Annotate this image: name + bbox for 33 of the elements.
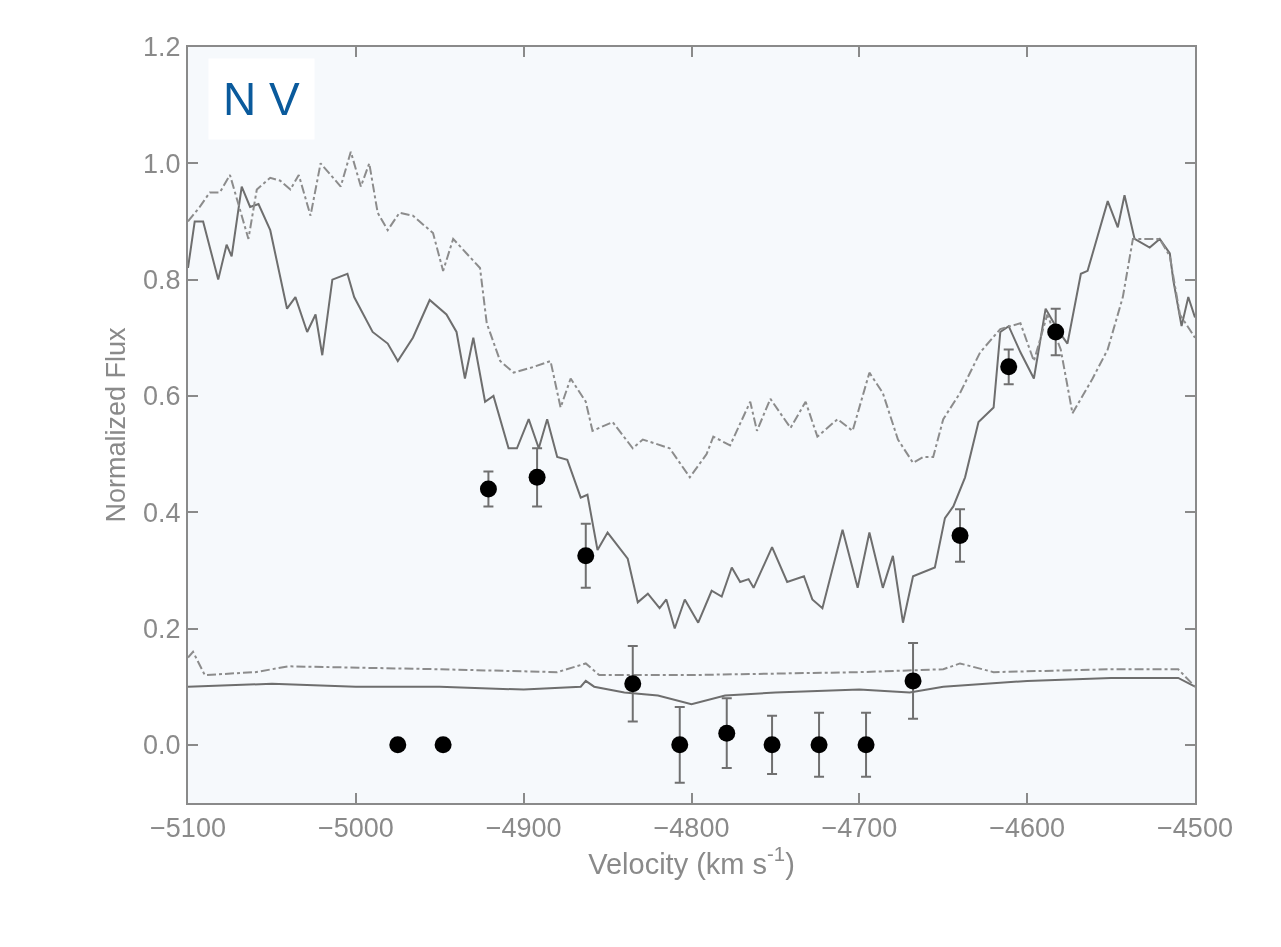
point [479,480,497,498]
point [810,736,828,754]
y-tick-label: 0.0 [143,730,181,761]
x-tick-label: −4800 [653,813,730,844]
y-tick-label: 0.8 [143,265,181,296]
x-tick-label: −4700 [821,813,898,844]
point [904,672,922,690]
x-tick-label: −4500 [1157,813,1233,844]
y-tick-label: 1.2 [143,32,181,63]
point [434,736,452,754]
x-tick-label: −4600 [989,813,1066,844]
y-tick-label: 0.2 [143,613,181,644]
point [857,736,875,754]
point [577,547,595,565]
point [951,526,969,544]
point [624,675,642,693]
x-tick-label: −5100 [150,813,226,844]
x-tick-label: −4900 [485,813,562,844]
y-tick-label: 0.6 [143,381,181,412]
point [1000,358,1018,376]
line-series [188,185,1195,630]
point [528,468,546,486]
point [718,724,736,742]
y-tick-label: 1.0 [143,148,181,179]
point [763,736,781,754]
point [389,736,407,754]
y-axis-title: Normalized Flux [100,326,131,523]
x-axis-title: Velocity (km s$^{-1}$) [588,843,795,880]
x-tick-label: −5000 [317,813,394,844]
point [1047,323,1065,341]
point [671,736,689,754]
y-tick-label: 0.4 [143,497,181,528]
annotation: N V [223,73,300,125]
